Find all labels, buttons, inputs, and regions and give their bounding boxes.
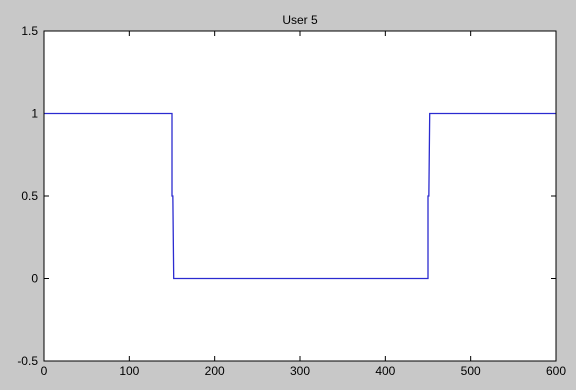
- x-tick-label: 400: [375, 364, 395, 378]
- x-tick-label: 100: [119, 364, 139, 378]
- chart-title: User 5: [282, 13, 318, 27]
- x-tick-label: 300: [290, 364, 310, 378]
- x-tick-label: 600: [546, 364, 566, 378]
- y-tick-label: 1.5: [21, 24, 38, 38]
- x-tick-label: 0: [41, 364, 48, 378]
- y-tick-label: 0: [31, 272, 38, 286]
- y-tick-label: 1: [31, 107, 38, 121]
- y-tick-label: 0.5: [21, 189, 38, 203]
- plot-area: [44, 31, 556, 361]
- y-tick-label: -0.5: [17, 354, 38, 368]
- x-tick-label: 200: [205, 364, 225, 378]
- x-tick-label: 500: [461, 364, 481, 378]
